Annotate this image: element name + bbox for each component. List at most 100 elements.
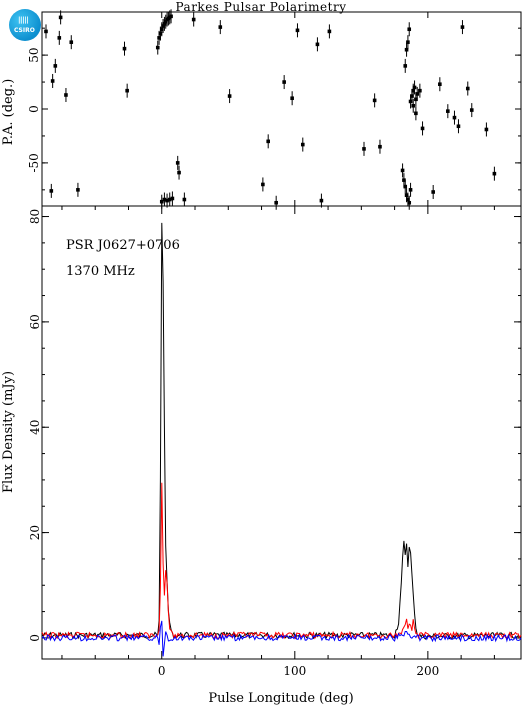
logo-text: CSIRO — [14, 27, 35, 34]
pa-point — [412, 85, 417, 90]
pa-point — [404, 47, 409, 52]
pa-point — [465, 86, 470, 91]
pa-point — [155, 45, 160, 50]
pa-point — [282, 80, 286, 84]
profile-series-circular — [41, 620, 522, 657]
pa-point — [158, 31, 163, 36]
pa-point — [492, 171, 497, 176]
pa-point — [49, 189, 54, 193]
profile-panel-frame — [41, 205, 522, 660]
pa-ytick-label: -50 — [27, 153, 41, 172]
pa-point — [295, 28, 300, 33]
pa-point — [403, 64, 408, 68]
pa-point — [327, 29, 332, 34]
pa-point — [420, 126, 425, 131]
pa-point — [76, 188, 80, 192]
pa-point — [122, 46, 127, 51]
pa-point — [411, 88, 416, 93]
pa-point — [406, 197, 410, 202]
pa-point — [191, 17, 196, 22]
pa-point — [406, 40, 410, 44]
profile-series-linear — [41, 482, 522, 640]
pa-point — [319, 198, 324, 203]
pa-ytick-label: 0 — [27, 105, 41, 113]
pa-point — [125, 88, 129, 93]
pa-point — [57, 36, 62, 40]
pa-point — [404, 193, 409, 198]
profile-xtick-label: 200 — [416, 664, 439, 678]
profile-xtick-label: 100 — [283, 664, 306, 678]
profile-ytick-label: 20 — [28, 525, 42, 540]
pa-point — [414, 97, 418, 102]
pa-point — [169, 14, 173, 19]
pa-point — [410, 94, 414, 98]
pa-point — [162, 22, 167, 26]
pa-ylabel: P.A. (deg.) — [1, 79, 16, 146]
pa-point — [411, 103, 416, 108]
pa-point — [69, 40, 74, 44]
pa-point — [456, 124, 461, 129]
pa-point — [315, 42, 320, 47]
pa-point — [378, 144, 382, 149]
pa-point — [300, 142, 305, 147]
pa-point — [182, 197, 187, 202]
pa-point — [408, 188, 413, 192]
pa-point — [415, 92, 420, 96]
pa-point — [469, 108, 474, 112]
profile-ytick-label: 80 — [28, 209, 42, 224]
pa-point — [175, 161, 180, 165]
pa-point — [403, 184, 408, 189]
pa-point — [402, 178, 406, 182]
profile-ylabel: Flux Density (mJy) — [1, 371, 16, 493]
pa-point — [431, 190, 435, 194]
pa-point — [408, 99, 413, 104]
pa-point — [165, 198, 169, 203]
pa-point — [460, 25, 465, 29]
pa-point — [414, 111, 418, 116]
pa-point — [261, 182, 265, 187]
pa-point — [290, 96, 294, 101]
pa-panel: -50 0 50 — [27, 9, 521, 210]
pa-point — [177, 170, 181, 175]
pa-point — [159, 27, 164, 32]
csiro-logo: ||||| CSIRO — [9, 9, 41, 41]
pa-point — [218, 25, 223, 29]
chart-title: Parkes Pulsar Polarimetry — [175, 0, 347, 14]
profile-xtick-label: 0 — [158, 664, 166, 678]
logo-bars: ||||| — [18, 16, 29, 24]
pa-point — [266, 139, 270, 144]
pa-point — [407, 27, 412, 32]
pa-point — [418, 88, 422, 93]
pa-point — [58, 15, 63, 20]
pa-point — [407, 200, 412, 205]
pa-point — [163, 19, 168, 24]
profile-ytick-label: 40 — [28, 420, 42, 435]
profile-panel: 0 20 40 60 80 0 100 200 — [28, 206, 522, 678]
pa-point — [452, 115, 457, 120]
profile-ytick-label: 60 — [28, 314, 42, 329]
pa-point — [446, 109, 450, 113]
pa-point — [362, 147, 366, 151]
pa-point — [372, 98, 377, 103]
pa-point — [170, 196, 175, 201]
pa-point — [161, 24, 165, 28]
pa-point — [274, 200, 278, 205]
pa-point — [159, 199, 164, 204]
pa-point — [157, 36, 161, 40]
pa-point — [64, 93, 68, 97]
profile-series-total — [41, 222, 522, 640]
pa-point — [50, 79, 55, 83]
pa-point — [167, 197, 172, 202]
profile-ytick-label: 0 — [28, 634, 42, 642]
frequency-annotation: 1370 MHz — [66, 264, 135, 279]
pa-point — [162, 197, 167, 202]
profile-xlabel: Pulse Longitude (deg) — [208, 691, 353, 706]
pa-point — [227, 94, 232, 98]
pa-ytick-label: 50 — [27, 47, 41, 62]
pa-panel-frame — [41, 11, 522, 207]
pulsar-name-annotation: PSR J0627+0706 — [66, 238, 180, 253]
pa-point — [44, 29, 48, 34]
pa-point — [53, 64, 58, 68]
pa-point — [438, 82, 442, 87]
